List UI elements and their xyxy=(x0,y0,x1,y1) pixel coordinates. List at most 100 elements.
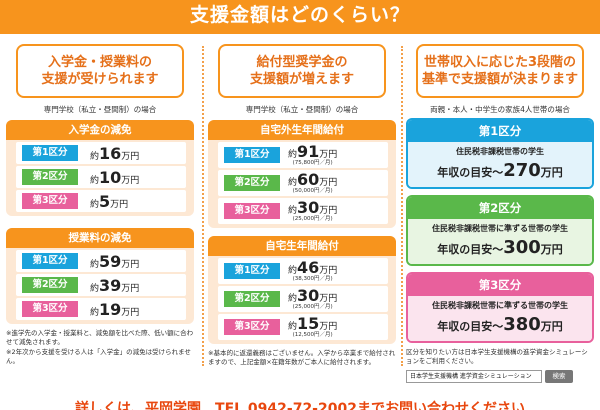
amount-value: 16 xyxy=(99,143,122,163)
amount-value: 5 xyxy=(99,191,111,211)
footnote: 区分を知りたい方は日本学生支援機構の進学資金シミュレーションをご利用ください。 xyxy=(406,348,588,365)
category-description: 住民税非課税世帯に準ずる世帯の学生 xyxy=(432,301,568,310)
category-tag: 第1区分 xyxy=(22,145,78,161)
income-label: 年収の目安～ xyxy=(437,320,504,333)
amount-value: 91 xyxy=(297,141,320,161)
income-unit: 万円 xyxy=(540,320,563,333)
category-tag: 第2区分 xyxy=(224,291,280,307)
column-title: 給付型奨学金の 支援額が増えます xyxy=(218,44,386,98)
category-1-card: 第1区分 住民税非課税世帯の学生 年収の目安～270万円 xyxy=(406,118,594,189)
income-category-column: 世帯収入に応じた3段階の 基準で支援額が決まります 両親・本人・中学生の家族4人世… xyxy=(406,44,594,383)
income-value: 300 xyxy=(503,237,541,258)
category-tag: 第1区分 xyxy=(22,253,78,269)
category-2-card: 第2区分 住民税非課税世帯に準ずる世帯の学生 年収の目安～300万円 xyxy=(406,195,594,266)
amount: 約15万円 (12,500円／月) xyxy=(288,313,338,339)
category-heading: 第1区分 xyxy=(408,120,592,142)
category-tag: 第3区分 xyxy=(22,193,78,209)
title-line: 基準で支援額が決まります xyxy=(421,72,578,87)
search-field[interactable]: 日本学生支援機構 進学資金シミュレーション xyxy=(406,370,542,383)
amount: 約16万円 xyxy=(90,144,139,163)
title-line: 支援が受けられます xyxy=(41,72,159,87)
category-description: 住民税非課税世帯に準ずる世帯の学生 xyxy=(432,224,568,233)
category-tag: 第3区分 xyxy=(224,319,280,335)
amount-prefix: 約 xyxy=(288,205,298,216)
amount-unit: 万円 xyxy=(319,321,338,332)
monthly-amount: (25,000円／月) xyxy=(292,215,333,222)
income-unit: 万円 xyxy=(540,166,563,179)
category-tag: 第3区分 xyxy=(224,203,280,219)
scholarship-column: 給付型奨学金の 支援額が増えます 専門学校（私立・昼間制）の場合 自宅外生年間給付… xyxy=(208,44,396,367)
category-tag: 第1区分 xyxy=(224,263,280,279)
panel-heading: 入学金の減免 xyxy=(6,120,194,140)
amount-row: 第1区分 約46万円 (38,300円／月) xyxy=(218,258,388,284)
amount-unit: 万円 xyxy=(121,151,140,162)
category-tag: 第2区分 xyxy=(224,175,280,191)
title-line: 給付型奨学金の xyxy=(256,55,348,70)
monthly-amount: (50,000円／月) xyxy=(292,187,333,194)
category-heading: 第2区分 xyxy=(408,197,592,219)
category-3-card: 第3区分 住民税非課税世帯に準ずる世帯の学生 年収の目安～380万円 xyxy=(406,272,594,343)
footnote: ※進学先の入学金・授業料と、減免額を比べた際、低い額に合わせて減免されます。 xyxy=(6,329,194,346)
amount-value: 46 xyxy=(297,257,320,277)
income-value: 270 xyxy=(503,160,541,181)
panel-heading: 授業料の減免 xyxy=(6,228,194,248)
category-description: 住民税非課税世帯の学生 xyxy=(456,147,544,156)
title-line: 入学金・授業料の xyxy=(47,55,152,70)
amount-value: 60 xyxy=(297,169,320,189)
amount: 約59万円 xyxy=(90,252,139,271)
title-line: 世帯収入に応じた3段階の xyxy=(423,55,577,70)
category-heading: 第3区分 xyxy=(408,274,592,296)
footnote: ※基本的に返還義務はございません。入学から卒業まで給付されますので、上記金額×在… xyxy=(208,349,396,366)
amount-row: 第2区分 約60万円 (50,000円／月) xyxy=(218,170,388,196)
panel-heading: 自宅外生年間給付 xyxy=(208,120,396,140)
amount: 約39万円 xyxy=(90,276,139,295)
amount-prefix: 約 xyxy=(90,151,100,162)
amount-row: 第3区分 約5万円 xyxy=(16,190,186,212)
search-button[interactable]: 検索 xyxy=(545,370,573,383)
column-divider xyxy=(401,46,403,366)
amount-value: 19 xyxy=(99,299,122,319)
at-home-panel: 自宅生年間給付 第1区分 約46万円 (38,300円／月) 第2区分 約30万円 (2… xyxy=(208,236,396,344)
income-guide: 年収の目安～380万円 xyxy=(414,314,586,335)
amount-value: 39 xyxy=(99,275,122,295)
column-title: 世帯収入に応じた3段階の 基準で支援額が決まります xyxy=(416,44,584,98)
amount-unit: 万円 xyxy=(121,307,140,318)
amount-prefix: 約 xyxy=(288,293,298,304)
amount-value: 10 xyxy=(99,167,122,187)
amount: 約30万円 (25,000円／月) xyxy=(288,199,337,223)
amount-row: 第2区分 約30万円 (25,000円／月) xyxy=(218,286,388,312)
income-value: 380 xyxy=(503,314,541,335)
amount: 約10万円 xyxy=(90,168,139,187)
amount: 約5万円 xyxy=(90,192,128,211)
admission-tuition-column: 入学金・授業料の 支援が受けられます 専門学校（私立・昼間制）の場合 入学金の減免… xyxy=(6,44,194,366)
amount-row: 第2区分 約10万円 xyxy=(16,166,186,188)
amount-row: 第2区分 約39万円 xyxy=(16,274,186,296)
amount-value: 30 xyxy=(297,285,320,305)
amount-unit: 万円 xyxy=(319,177,338,188)
monthly-amount: (12,500円／月) xyxy=(292,331,333,338)
footnote: ※2年次から支援を受ける人は「入学金」の減免は受けられません。 xyxy=(6,348,191,365)
admission-fee-panel: 入学金の減免 第1区分 約16万円 第2区分 約10万円 第3区分 約5万円 xyxy=(6,120,194,216)
income-guide: 年収の目安～300万円 xyxy=(414,237,586,258)
amount-prefix: 約 xyxy=(90,283,100,294)
column-subtitle: 専門学校（私立・昼間制）の場合 xyxy=(245,105,359,114)
search-bar: 日本学生支援機構 進学資金シミュレーション 検索 xyxy=(406,370,594,383)
amount-value: 59 xyxy=(99,251,122,271)
amount: 約30万円 (25,000円／月) xyxy=(288,285,338,311)
amount: 約46万円 (38,300円／月) xyxy=(288,257,337,283)
amount-value: 15 xyxy=(297,313,320,333)
panel-heading: 自宅生年間給付 xyxy=(208,236,396,256)
amount-unit: 万円 xyxy=(319,293,338,304)
amount: 約91万円 (75,800円／月) xyxy=(288,141,338,167)
amount-prefix: 約 xyxy=(90,259,100,270)
amount-prefix: 約 xyxy=(90,175,100,186)
amount-prefix: 約 xyxy=(90,199,100,210)
page-header: 支援金額はどのくらい？ xyxy=(0,0,600,34)
amount-row: 第3区分 約30万円 (25,000円／月) xyxy=(218,198,388,224)
amount-prefix: 約 xyxy=(288,321,298,332)
amount-prefix: 約 xyxy=(288,177,298,188)
amount-unit: 万円 xyxy=(121,175,140,186)
amount-unit: 万円 xyxy=(319,149,338,160)
amount-row: 第1区分 約91万円 (75,800円／月) xyxy=(218,142,388,168)
amount-prefix: 約 xyxy=(90,307,100,318)
